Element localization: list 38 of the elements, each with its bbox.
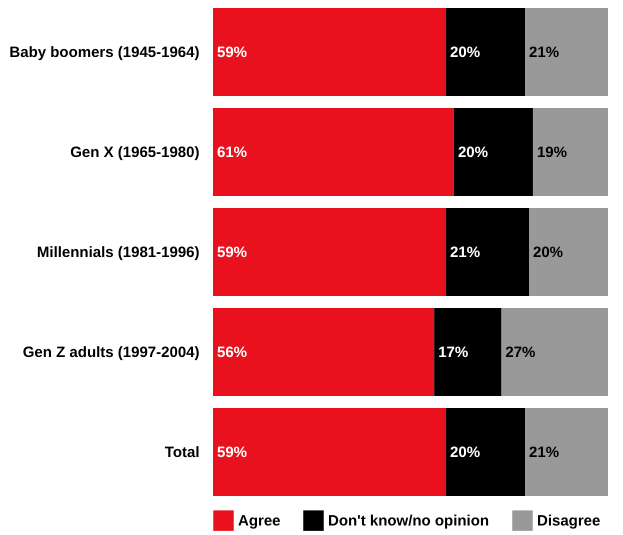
bar — [213, 8, 446, 96]
bar — [446, 8, 526, 96]
bar — [213, 108, 454, 196]
y-tick-label: Gen X (1965-1980) — [70, 144, 200, 161]
y-tick-label: Gen Z adults (1997-2004) — [22, 344, 200, 361]
bar — [525, 8, 608, 96]
data-label: 27% — [505, 344, 536, 361]
data-label: 56% — [217, 344, 248, 361]
data-label: 21% — [450, 244, 480, 261]
bar — [501, 308, 608, 396]
data-label: 59% — [217, 244, 248, 261]
bar — [213, 308, 434, 396]
data-label: 20% — [450, 444, 480, 461]
bar — [454, 108, 533, 196]
legend-label: Agree — [238, 512, 281, 530]
y-tick-label: Millennials (1981-1996) — [36, 244, 200, 261]
bar — [532, 108, 608, 196]
data-label: 59% — [217, 444, 248, 461]
data-label: 20% — [450, 44, 480, 61]
bar — [446, 208, 529, 296]
data-label: 61% — [217, 144, 248, 161]
data-label: 21% — [529, 444, 560, 461]
data-label: 59% — [217, 44, 248, 61]
bar — [434, 308, 502, 396]
bar — [213, 208, 446, 296]
y-tick-label: Total — [164, 444, 200, 461]
bar — [213, 408, 446, 496]
data-label: 20% — [458, 144, 488, 161]
data-label: 19% — [536, 144, 567, 161]
y-tick-label: Baby boomers (1945-1964) — [9, 44, 200, 61]
legend-label: Don't know/no opinion — [328, 512, 490, 530]
bar — [446, 408, 526, 496]
data-label: 17% — [438, 344, 468, 361]
bar — [529, 208, 608, 296]
data-label: 20% — [533, 244, 564, 261]
data-label: 21% — [529, 44, 560, 61]
legend-label: Disagree — [537, 512, 600, 530]
bar — [525, 408, 608, 496]
